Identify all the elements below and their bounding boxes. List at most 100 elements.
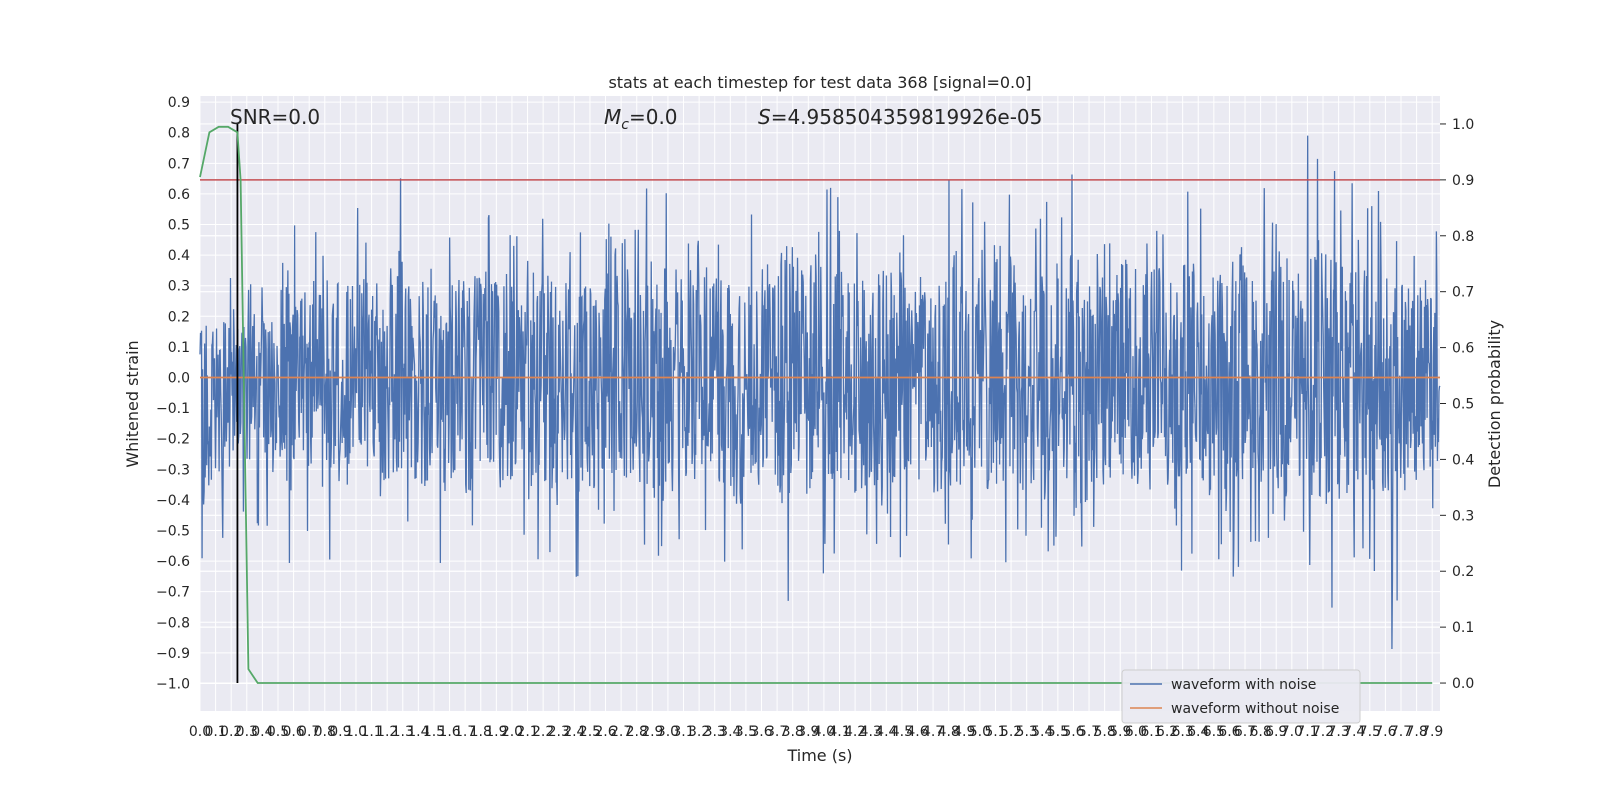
x-tick-label: 0.8 bbox=[314, 724, 336, 740]
annotation-s-value: =4.958504359819926e-05 bbox=[771, 105, 1043, 129]
x-tick-label: 1.4 bbox=[407, 724, 429, 740]
legend-label-noise: waveform with noise bbox=[1171, 677, 1316, 693]
x-tick-label: 4.3 bbox=[860, 724, 882, 740]
x-tick-label: 2.2 bbox=[532, 724, 554, 740]
x-tick-label: 6.9 bbox=[1265, 724, 1287, 740]
x-tick-label: 2.0 bbox=[501, 724, 523, 740]
x-tick-label: 6.3 bbox=[1172, 724, 1194, 740]
y-tick-label: −0.2 bbox=[156, 432, 190, 448]
y2-tick-label: 0.5 bbox=[1452, 397, 1474, 413]
x-tick-label: 4.4 bbox=[875, 724, 897, 740]
x-tick-label: 7.2 bbox=[1312, 724, 1334, 740]
x-tick-label: 3.5 bbox=[735, 724, 757, 740]
x-tick-label: 5.4 bbox=[1031, 724, 1053, 740]
x-tick-label: 6.7 bbox=[1234, 724, 1256, 740]
x-tick-label: 3.2 bbox=[688, 724, 710, 740]
annotation-s: S=4.958504359819926e-05 bbox=[758, 105, 1042, 129]
x-tick-label: 5.8 bbox=[1094, 724, 1116, 740]
x-tick-label: 2.9 bbox=[641, 724, 663, 740]
x-tick-label: 1.5 bbox=[423, 724, 445, 740]
x-tick-label: 6.4 bbox=[1187, 724, 1209, 740]
x-tick-label: 7.5 bbox=[1359, 724, 1381, 740]
x-tick-label: 4.6 bbox=[906, 724, 928, 740]
x-tick-label: 6.0 bbox=[1125, 724, 1147, 740]
y2-tick-label: 0.7 bbox=[1452, 285, 1474, 301]
x-tick-labels: 0.00.10.20.30.40.50.60.70.80.91.01.11.21… bbox=[189, 724, 1443, 740]
y2-tick-label: 0.1 bbox=[1452, 620, 1474, 636]
y-tick-label: −0.5 bbox=[156, 523, 190, 539]
y2-tick-label: 1.0 bbox=[1452, 117, 1474, 133]
x-tick-label: 7.7 bbox=[1390, 724, 1412, 740]
x-tick-label: 5.2 bbox=[1000, 724, 1022, 740]
x-tick-label: 4.2 bbox=[844, 724, 866, 740]
x-tick-label: 4.0 bbox=[813, 724, 835, 740]
legend-label-clean: waveform without noise bbox=[1171, 701, 1339, 717]
legend-box bbox=[1121, 669, 1361, 724]
x-tick-label: 3.1 bbox=[672, 724, 694, 740]
x-tick-label: 6.5 bbox=[1203, 724, 1225, 740]
series-waveform-with-noise bbox=[199, 135, 1441, 649]
x-tick-label: 3.6 bbox=[750, 724, 772, 740]
series-lines bbox=[199, 123, 1440, 684]
x-tick-label: 3.0 bbox=[657, 724, 679, 740]
x-tick-label: 7.9 bbox=[1421, 724, 1443, 740]
x-tick-label: 5.3 bbox=[1016, 724, 1038, 740]
y2-axis-label: Detection probability bbox=[1485, 320, 1504, 488]
y-tick-label: −0.9 bbox=[156, 646, 190, 662]
x-tick-label: 0.5 bbox=[267, 724, 289, 740]
x-tick-label: 4.7 bbox=[922, 724, 944, 740]
annotation-mc-symbol: M bbox=[604, 105, 621, 129]
y-tick-labels: 0.9 0.8 0.7 0.6 0.5 0.4 0.3 0.2 0.1 0.0 −0.1 −0.2 −0… bbox=[156, 95, 190, 692]
y-tick-label: 0.2 bbox=[168, 309, 190, 325]
y-tick-label: 0.4 bbox=[168, 248, 190, 264]
y-tick-label: 0.1 bbox=[168, 340, 190, 356]
x-tick-label: 4.5 bbox=[891, 724, 913, 740]
x-tick-label: 7.0 bbox=[1281, 724, 1303, 740]
x-tick-label: 1.6 bbox=[438, 724, 460, 740]
x-tick-label: 1.9 bbox=[485, 724, 507, 740]
x-tick-label: 0.3 bbox=[236, 724, 258, 740]
x-tick-label: 2.6 bbox=[594, 724, 616, 740]
x-tick-label: 7.1 bbox=[1296, 724, 1318, 740]
y2-tick-label: 0.6 bbox=[1452, 341, 1474, 357]
x-tick-label: 6.6 bbox=[1218, 724, 1240, 740]
x-tick-label: 4.9 bbox=[953, 724, 975, 740]
x-tick-label: 0.2 bbox=[220, 724, 242, 740]
y-axis-label: Whitened strain bbox=[123, 340, 142, 467]
y-tick-label: −0.7 bbox=[156, 585, 190, 601]
waveform-with-noise-line bbox=[199, 135, 1441, 649]
x-tick-label: 6.1 bbox=[1140, 724, 1162, 740]
x-tick-label: 1.3 bbox=[392, 724, 414, 740]
y2-tick-label: 0.3 bbox=[1452, 508, 1474, 524]
x-tick-label: 5.9 bbox=[1109, 724, 1131, 740]
annotation-mc-subscript: c bbox=[621, 117, 629, 133]
x-tick-label: 3.9 bbox=[797, 724, 819, 740]
x-tick-label: 1.7 bbox=[454, 724, 476, 740]
legend: waveform with noise waveform without noi… bbox=[1121, 669, 1361, 724]
x-tick-label: 5.5 bbox=[1047, 724, 1069, 740]
x-tick-label: 3.4 bbox=[719, 724, 741, 740]
x-tick-label: 0.6 bbox=[282, 724, 304, 740]
x-tick-label: 6.8 bbox=[1249, 724, 1271, 740]
x-tick-label: 3.7 bbox=[766, 724, 788, 740]
x-tick-label: 1.2 bbox=[376, 724, 398, 740]
x-tick-label: 7.3 bbox=[1327, 724, 1349, 740]
x-tick-label: 7.4 bbox=[1343, 724, 1365, 740]
x-tick-label: 2.4 bbox=[563, 724, 585, 740]
x-tick-label: 2.3 bbox=[548, 724, 570, 740]
x-tick-label: 6.2 bbox=[1156, 724, 1178, 740]
y-tick-label: −0.1 bbox=[156, 401, 190, 417]
x-tick-label: 0.1 bbox=[204, 724, 226, 740]
x-tick-label: 5.7 bbox=[1078, 724, 1100, 740]
x-tick-label: 1.1 bbox=[360, 724, 382, 740]
y2-tick-labels: 1.0 0.9 0.8 0.7 0.6 0.5 0.4 0.3 0.2 0.1 0.0 bbox=[1440, 117, 1474, 692]
y2-tick-label: 0.8 bbox=[1452, 229, 1474, 245]
y2-tick-label: 0.9 bbox=[1452, 173, 1474, 189]
x-tick-label: 7.8 bbox=[1405, 724, 1427, 740]
x-tick-label: 0.0 bbox=[189, 724, 211, 740]
y-tick-label: −0.4 bbox=[156, 493, 190, 509]
x-tick-label: 5.6 bbox=[1062, 724, 1084, 740]
x-tick-label: 2.1 bbox=[516, 724, 538, 740]
y2-tick-label: 0.4 bbox=[1452, 452, 1474, 468]
x-tick-label: 0.7 bbox=[298, 724, 320, 740]
